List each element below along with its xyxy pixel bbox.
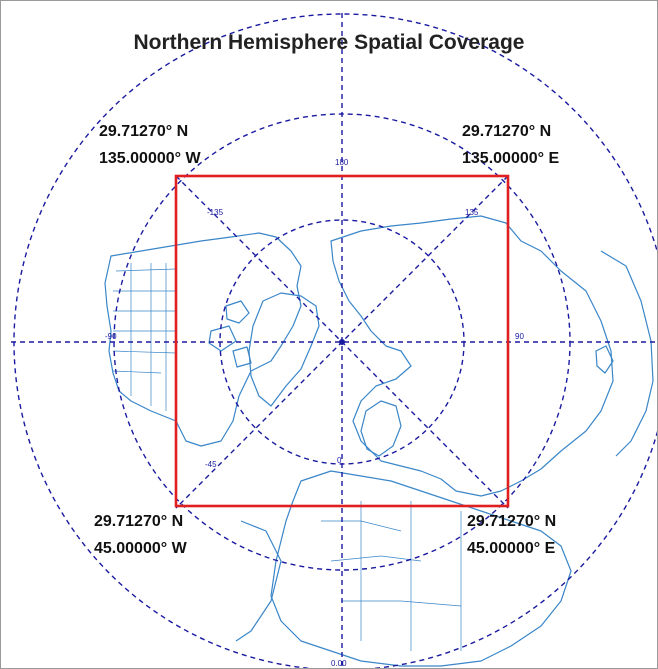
corner-top-left-lat: 29.71270° N xyxy=(99,123,189,140)
scandinavia-coast xyxy=(360,400,402,457)
grid-label-left: -90 xyxy=(105,332,117,341)
us-states-grid xyxy=(112,263,177,411)
north-america-coast xyxy=(104,232,302,447)
coverage-box xyxy=(174,174,510,508)
north-pole-marker-icon xyxy=(339,339,345,345)
corner-bottom-left-lon: 45.00000° W xyxy=(94,540,187,557)
arctic-islands xyxy=(208,300,252,368)
europe-borders xyxy=(321,501,462,651)
map-title: Northern Hemisphere Spatial Coverage xyxy=(133,31,525,54)
grid-label-upper-left: -135 xyxy=(207,208,224,217)
japan-coast xyxy=(595,345,614,374)
grid-label-center-lower: 0 xyxy=(337,456,342,465)
corner-label-top-left: 29.71270° N 135.00000° W xyxy=(99,118,201,172)
corner-bottom-right-lon: 45.00000° E xyxy=(467,540,556,557)
west-africa-coast xyxy=(235,520,282,642)
east-asia-coast xyxy=(600,250,654,457)
europe-africa-coast xyxy=(270,470,572,667)
corner-label-top-right: 29.71270° N 135.00000° E xyxy=(462,118,559,172)
eurasia-coast xyxy=(330,215,614,497)
grid-label-lower-left: -45 xyxy=(205,460,217,469)
grid-label-upper-right: 135 xyxy=(465,208,479,217)
corner-bottom-left-lat: 29.71270° N xyxy=(94,513,184,530)
graticule-labels: 180 -135 135 -90 90 -45 0 0.00 xyxy=(105,158,524,668)
coastlines xyxy=(104,215,654,667)
corner-top-left-lon: 135.00000° W xyxy=(99,150,201,167)
grid-label-bottom: 0.00 xyxy=(331,659,347,668)
grid-label-top: 180 xyxy=(335,158,349,167)
corner-bottom-right-lat: 29.71270° N xyxy=(467,513,557,530)
corner-label-bottom-right: 29.71270° N 45.00000° E xyxy=(467,508,556,562)
corner-label-bottom-left: 29.71270° N 45.00000° W xyxy=(94,508,187,562)
grid-label-right: 90 xyxy=(515,332,524,341)
corner-top-right-lon: 135.00000° E xyxy=(462,150,560,167)
corner-top-right-lat: 29.71270° N xyxy=(462,123,552,140)
greenland-coast xyxy=(248,292,320,407)
